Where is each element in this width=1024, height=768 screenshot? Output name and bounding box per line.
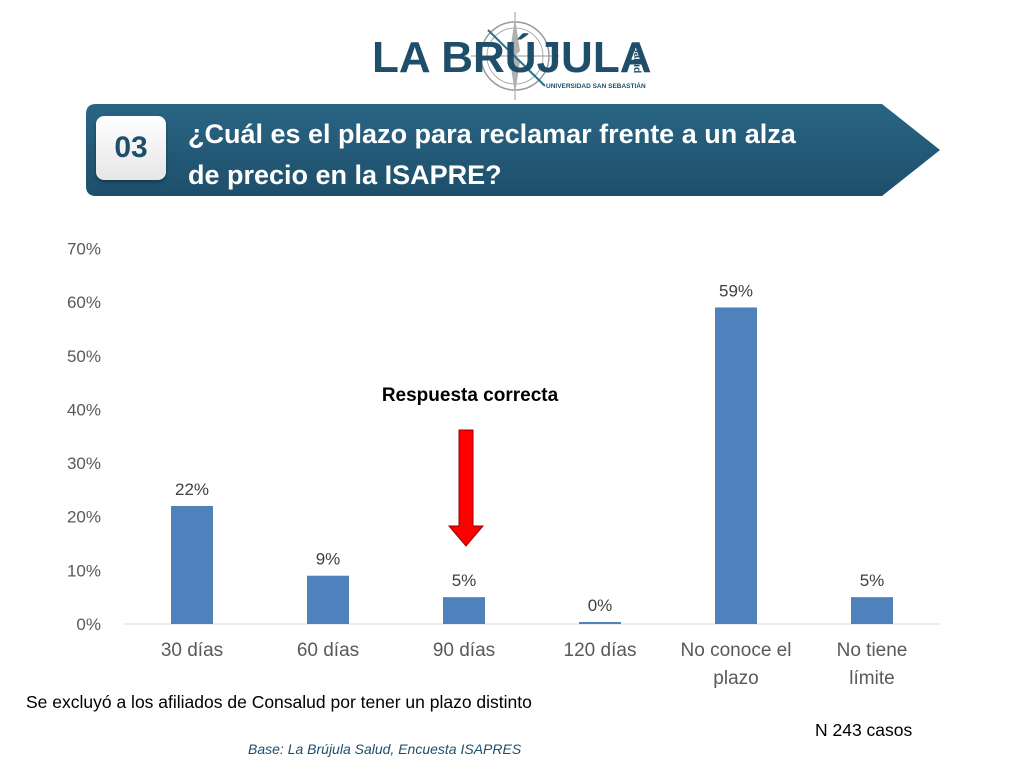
data-label: 22% — [175, 480, 209, 499]
y-tick-label: 30% — [67, 454, 101, 473]
data-labels-group: 22% 9% 5% 0% 59% 5% — [175, 281, 884, 615]
data-label: 5% — [452, 571, 477, 590]
arrow-shape — [447, 429, 485, 547]
bar — [171, 505, 213, 624]
logo-subtext: Salud — [631, 46, 642, 73]
x-category-label: No tiene — [837, 640, 908, 661]
logo-text: LA BRÚJULA — [372, 32, 651, 82]
sample-size: N 243 casos — [815, 720, 913, 740]
bar — [579, 622, 621, 624]
bars-group — [171, 307, 893, 624]
bar — [715, 307, 757, 624]
data-label: 0% — [588, 596, 613, 615]
data-source: Base: La Brújula Salud, Encuesta ISAPRES — [248, 741, 522, 757]
y-tick-label: 50% — [67, 347, 101, 366]
logo-university: UNIVERSIDAD SAN SEBASTIÁN — [546, 81, 646, 90]
y-tick-label: 10% — [67, 561, 101, 580]
la-brujula-logo: LA BRÚJULA Salud UNIVERSIDAD SAN SEBASTI… — [360, 8, 660, 100]
question-line-1: ¿Cuál es el plazo para reclamar frente a… — [188, 119, 796, 149]
down-arrow-icon — [447, 429, 485, 547]
x-category-label: límite — [849, 668, 894, 689]
data-label: 5% — [860, 571, 885, 590]
question-banner: 03 ¿Cuál es el plazo para reclamar frent… — [86, 104, 942, 196]
banner-arrow-shape — [86, 104, 940, 196]
y-axis: 0% 10% 20% 30% 40% 50% 60% 70% — [67, 239, 101, 634]
annotation-text: Respuesta correcta — [382, 385, 559, 406]
x-category-label: No conoce el — [681, 640, 792, 661]
exclusion-note: Se excluyó a los afiliados de Consalud p… — [26, 692, 532, 712]
data-label: 59% — [719, 281, 753, 300]
question-number-badge: 03 — [96, 116, 166, 180]
y-tick-label: 0% — [76, 615, 101, 634]
bar — [443, 597, 485, 624]
y-tick-label: 20% — [67, 508, 101, 527]
x-category-label: 90 días — [433, 640, 495, 661]
bar — [307, 575, 349, 624]
x-axis-categories: 30 días 60 días 90 días 120 días No conoce e… — [161, 640, 908, 689]
question-line-2: de precio en la ISAPRE? — [188, 160, 502, 190]
bar-chart: 0% 10% 20% 30% 40% 50% 60% 70% 22% 9% 5% 0% 59% 5% 3… — [67, 239, 940, 689]
data-label: 9% — [316, 550, 341, 569]
question-text: ¿Cuál es el plazo para reclamar frente a… — [188, 114, 888, 196]
x-category-label: 30 días — [161, 640, 223, 661]
y-tick-label: 70% — [67, 239, 101, 258]
correct-answer-annotation: Respuesta correcta — [382, 385, 559, 547]
x-category-label: plazo — [713, 668, 758, 689]
y-tick-label: 40% — [67, 400, 101, 419]
y-tick-label: 60% — [67, 293, 101, 312]
compass-rose-icon — [471, 12, 559, 100]
bar — [851, 597, 893, 624]
x-category-label: 60 días — [297, 640, 359, 661]
x-category-label: 120 días — [564, 640, 637, 661]
